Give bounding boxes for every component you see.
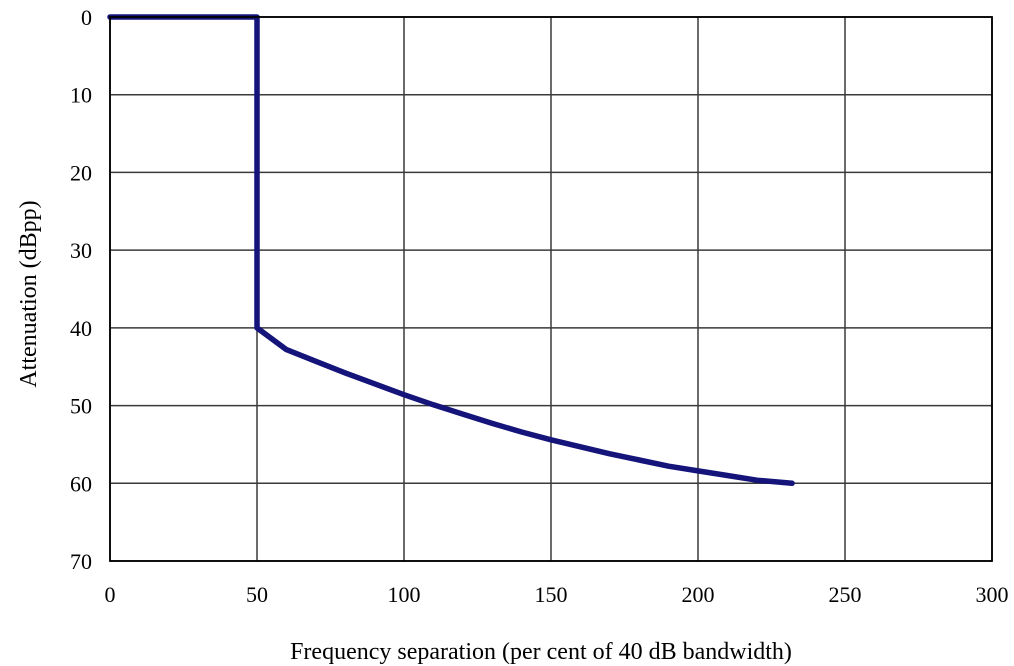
attenuation-curve [107, 14, 795, 487]
x-axis-title: Frequency separation (per cent of 40 dB … [290, 639, 792, 665]
x-tick-labels: 0 50 100 150 200 250 300 [105, 582, 1009, 607]
y-tick-label: 0 [81, 5, 92, 30]
grid [109, 16, 993, 562]
x-tick-label: 100 [388, 582, 421, 607]
x-tick-label: 300 [976, 582, 1009, 607]
y-tick-label: 60 [70, 471, 92, 496]
y-tick-label: 20 [70, 160, 92, 185]
series-layer [107, 14, 795, 487]
y-tick-label: 50 [70, 394, 92, 419]
y-tick-label: 70 [70, 549, 92, 574]
y-tick-label: 40 [70, 316, 92, 341]
y-tick-labels: 0 10 20 30 40 50 60 70 [70, 5, 92, 574]
x-tick-label: 50 [246, 582, 268, 607]
plot-border [109, 16, 993, 562]
y-axis-title: Attenuation (dBpp) [16, 200, 42, 387]
x-tick-label: 250 [829, 582, 862, 607]
x-tick-label: 0 [105, 582, 116, 607]
y-tick-label: 10 [70, 83, 92, 108]
x-tick-label: 150 [535, 582, 568, 607]
y-tick-label: 30 [70, 238, 92, 263]
plot-frame [109, 16, 993, 562]
x-tick-label: 200 [682, 582, 715, 607]
